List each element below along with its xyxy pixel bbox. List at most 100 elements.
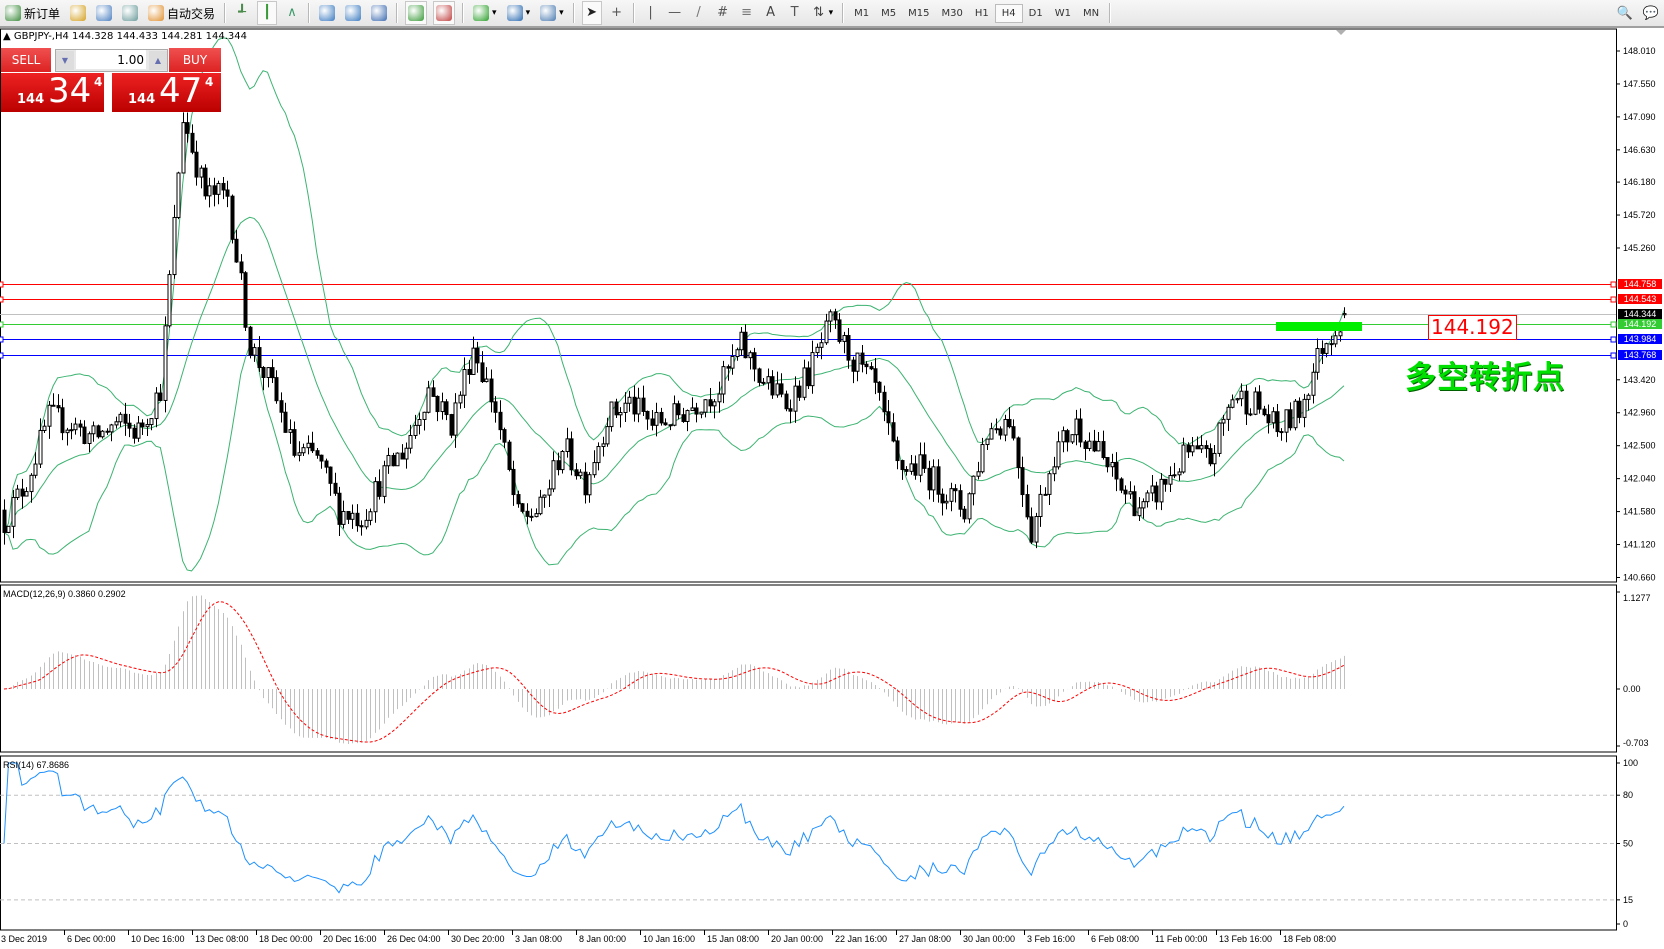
collapse-triangle-icon[interactable]: ▲: [3, 31, 14, 42]
price-axis-label: 146.180: [1623, 177, 1656, 187]
candle-bull: [1199, 445, 1204, 450]
candle-bull: [623, 402, 628, 414]
candle-bull: [426, 387, 431, 413]
zoom-out-button[interactable]: [343, 2, 363, 24]
candle-bear: [158, 392, 163, 401]
horizontal-line-button[interactable]: —: [666, 2, 684, 24]
candle-bear: [127, 422, 132, 429]
auto-trading-button[interactable]: 自动交易: [146, 2, 217, 24]
signals-icon: [122, 5, 139, 21]
candle-bull: [1047, 473, 1052, 495]
text-button[interactable]: A: [762, 2, 780, 24]
timeframe-h4[interactable]: H4: [994, 3, 1023, 23]
candle-bull: [775, 383, 780, 396]
pivot-annotation-text[interactable]: 多空转折点: [1405, 360, 1565, 396]
timeframe-d1[interactable]: D1: [1028, 7, 1043, 19]
line-chart-button[interactable]: ∧: [283, 2, 301, 24]
equidistant-channel-button[interactable]: #: [714, 2, 732, 24]
candle-bull: [458, 394, 463, 404]
time-axis-label: 3 Feb 16:00: [1027, 934, 1075, 944]
auto-scroll-button[interactable]: [405, 1, 428, 25]
templates-button[interactable]: ▾: [538, 2, 566, 24]
auto-trading-label: 自动交易: [167, 6, 216, 21]
candle-bull: [1333, 335, 1338, 345]
candle-bear: [1297, 400, 1302, 418]
arrows-button[interactable]: ⇅ ▾: [810, 2, 836, 24]
dropdown-arrow-icon[interactable]: ▾: [828, 8, 834, 18]
timeframe-w1[interactable]: W1: [1054, 7, 1071, 19]
candle-bear: [779, 383, 784, 395]
candle-bull: [462, 368, 467, 396]
candle-bull: [1271, 411, 1276, 424]
fibonacci-button[interactable]: ≡: [738, 2, 756, 24]
text-label-button[interactable]: T: [786, 2, 804, 24]
sell-price-fraction: 4: [94, 75, 103, 89]
bar-chart-button[interactable]: ┹: [233, 2, 251, 24]
level-handle: [1610, 296, 1617, 303]
candle-bear: [851, 359, 856, 372]
line-chart-icon: ∧: [287, 5, 297, 20]
candle-bull: [690, 407, 695, 412]
periods-icon: [506, 5, 523, 21]
market-watch-icon: [70, 5, 87, 21]
candle-bull: [802, 367, 807, 398]
text-label-icon: T: [790, 5, 799, 20]
lot-decrease-button[interactable]: ▼: [56, 51, 74, 70]
candle-bull: [382, 465, 387, 497]
timeframe-m30[interactable]: M30: [941, 7, 963, 19]
pivot-price-label[interactable]: 144.192: [1428, 315, 1517, 340]
zoom-in-button[interactable]: [317, 2, 337, 24]
candle-bear: [239, 261, 244, 274]
buy-button[interactable]: BUY: [169, 48, 221, 72]
candle-bull: [551, 460, 556, 490]
candle-bear: [645, 410, 650, 420]
candlestick-button[interactable]: ┃: [257, 1, 278, 25]
cursor-button[interactable]: ➤: [581, 1, 602, 25]
dropdown-arrow-icon[interactable]: ▾: [559, 8, 564, 18]
candle-bull: [350, 512, 355, 520]
chat-icon[interactable]: 💬: [1642, 5, 1659, 21]
crosshair-button[interactable]: +: [608, 2, 626, 24]
candle-bear: [659, 411, 664, 424]
dropdown-arrow-icon[interactable]: ▾: [492, 8, 497, 18]
lot-increase-button[interactable]: ▲: [149, 51, 167, 70]
vertical-line-button[interactable]: |: [642, 2, 660, 24]
candle-bear: [493, 401, 498, 413]
tile-windows-button[interactable]: [369, 2, 389, 24]
candle-bear: [502, 429, 507, 443]
timeframe-m1[interactable]: M1: [854, 7, 870, 19]
price-axis-label: 145.720: [1623, 210, 1656, 220]
chart-shift-button[interactable]: [433, 1, 456, 25]
signals-button[interactable]: [120, 2, 140, 24]
zoom-in-icon: [319, 5, 336, 21]
indicators-button[interactable]: ▾: [471, 2, 499, 24]
time-axis-label: 13 Dec 08:00: [195, 934, 249, 944]
navigator-button[interactable]: [94, 2, 114, 24]
sell-price-big-figure: 144: [17, 92, 45, 107]
candle-bear: [60, 407, 65, 434]
candle-bull: [364, 519, 369, 528]
candle-bull: [266, 367, 271, 378]
sell-price-box[interactable]: 144 34 4: [1, 71, 104, 112]
lot-input[interactable]: [76, 50, 146, 69]
time-axis-label: 15 Jan 08:00: [707, 934, 759, 944]
dropdown-arrow-icon[interactable]: ▾: [525, 8, 531, 18]
candle-bear: [132, 427, 137, 439]
candle-bull: [1235, 398, 1240, 401]
timeframe-mn[interactable]: MN: [1082, 7, 1100, 19]
timeframe-m15[interactable]: M15: [908, 7, 930, 19]
candle-bull: [1181, 444, 1186, 473]
candle-bull: [395, 452, 400, 467]
trendline-button[interactable]: /: [690, 2, 708, 24]
candle-bull: [1221, 418, 1226, 424]
sell-button[interactable]: SELL: [1, 48, 51, 72]
search-icon[interactable]: 🔍: [1616, 5, 1633, 21]
periods-button[interactable]: ▾: [505, 2, 533, 24]
market-watch-button[interactable]: [68, 2, 88, 24]
buy-price-box[interactable]: 144 47 4: [112, 71, 221, 112]
new-order-button[interactable]: 新订单: [3, 2, 62, 24]
candle-bear: [359, 525, 364, 528]
timeframe-h1[interactable]: H1: [974, 7, 989, 19]
timeframe-m5[interactable]: M5: [881, 7, 897, 19]
